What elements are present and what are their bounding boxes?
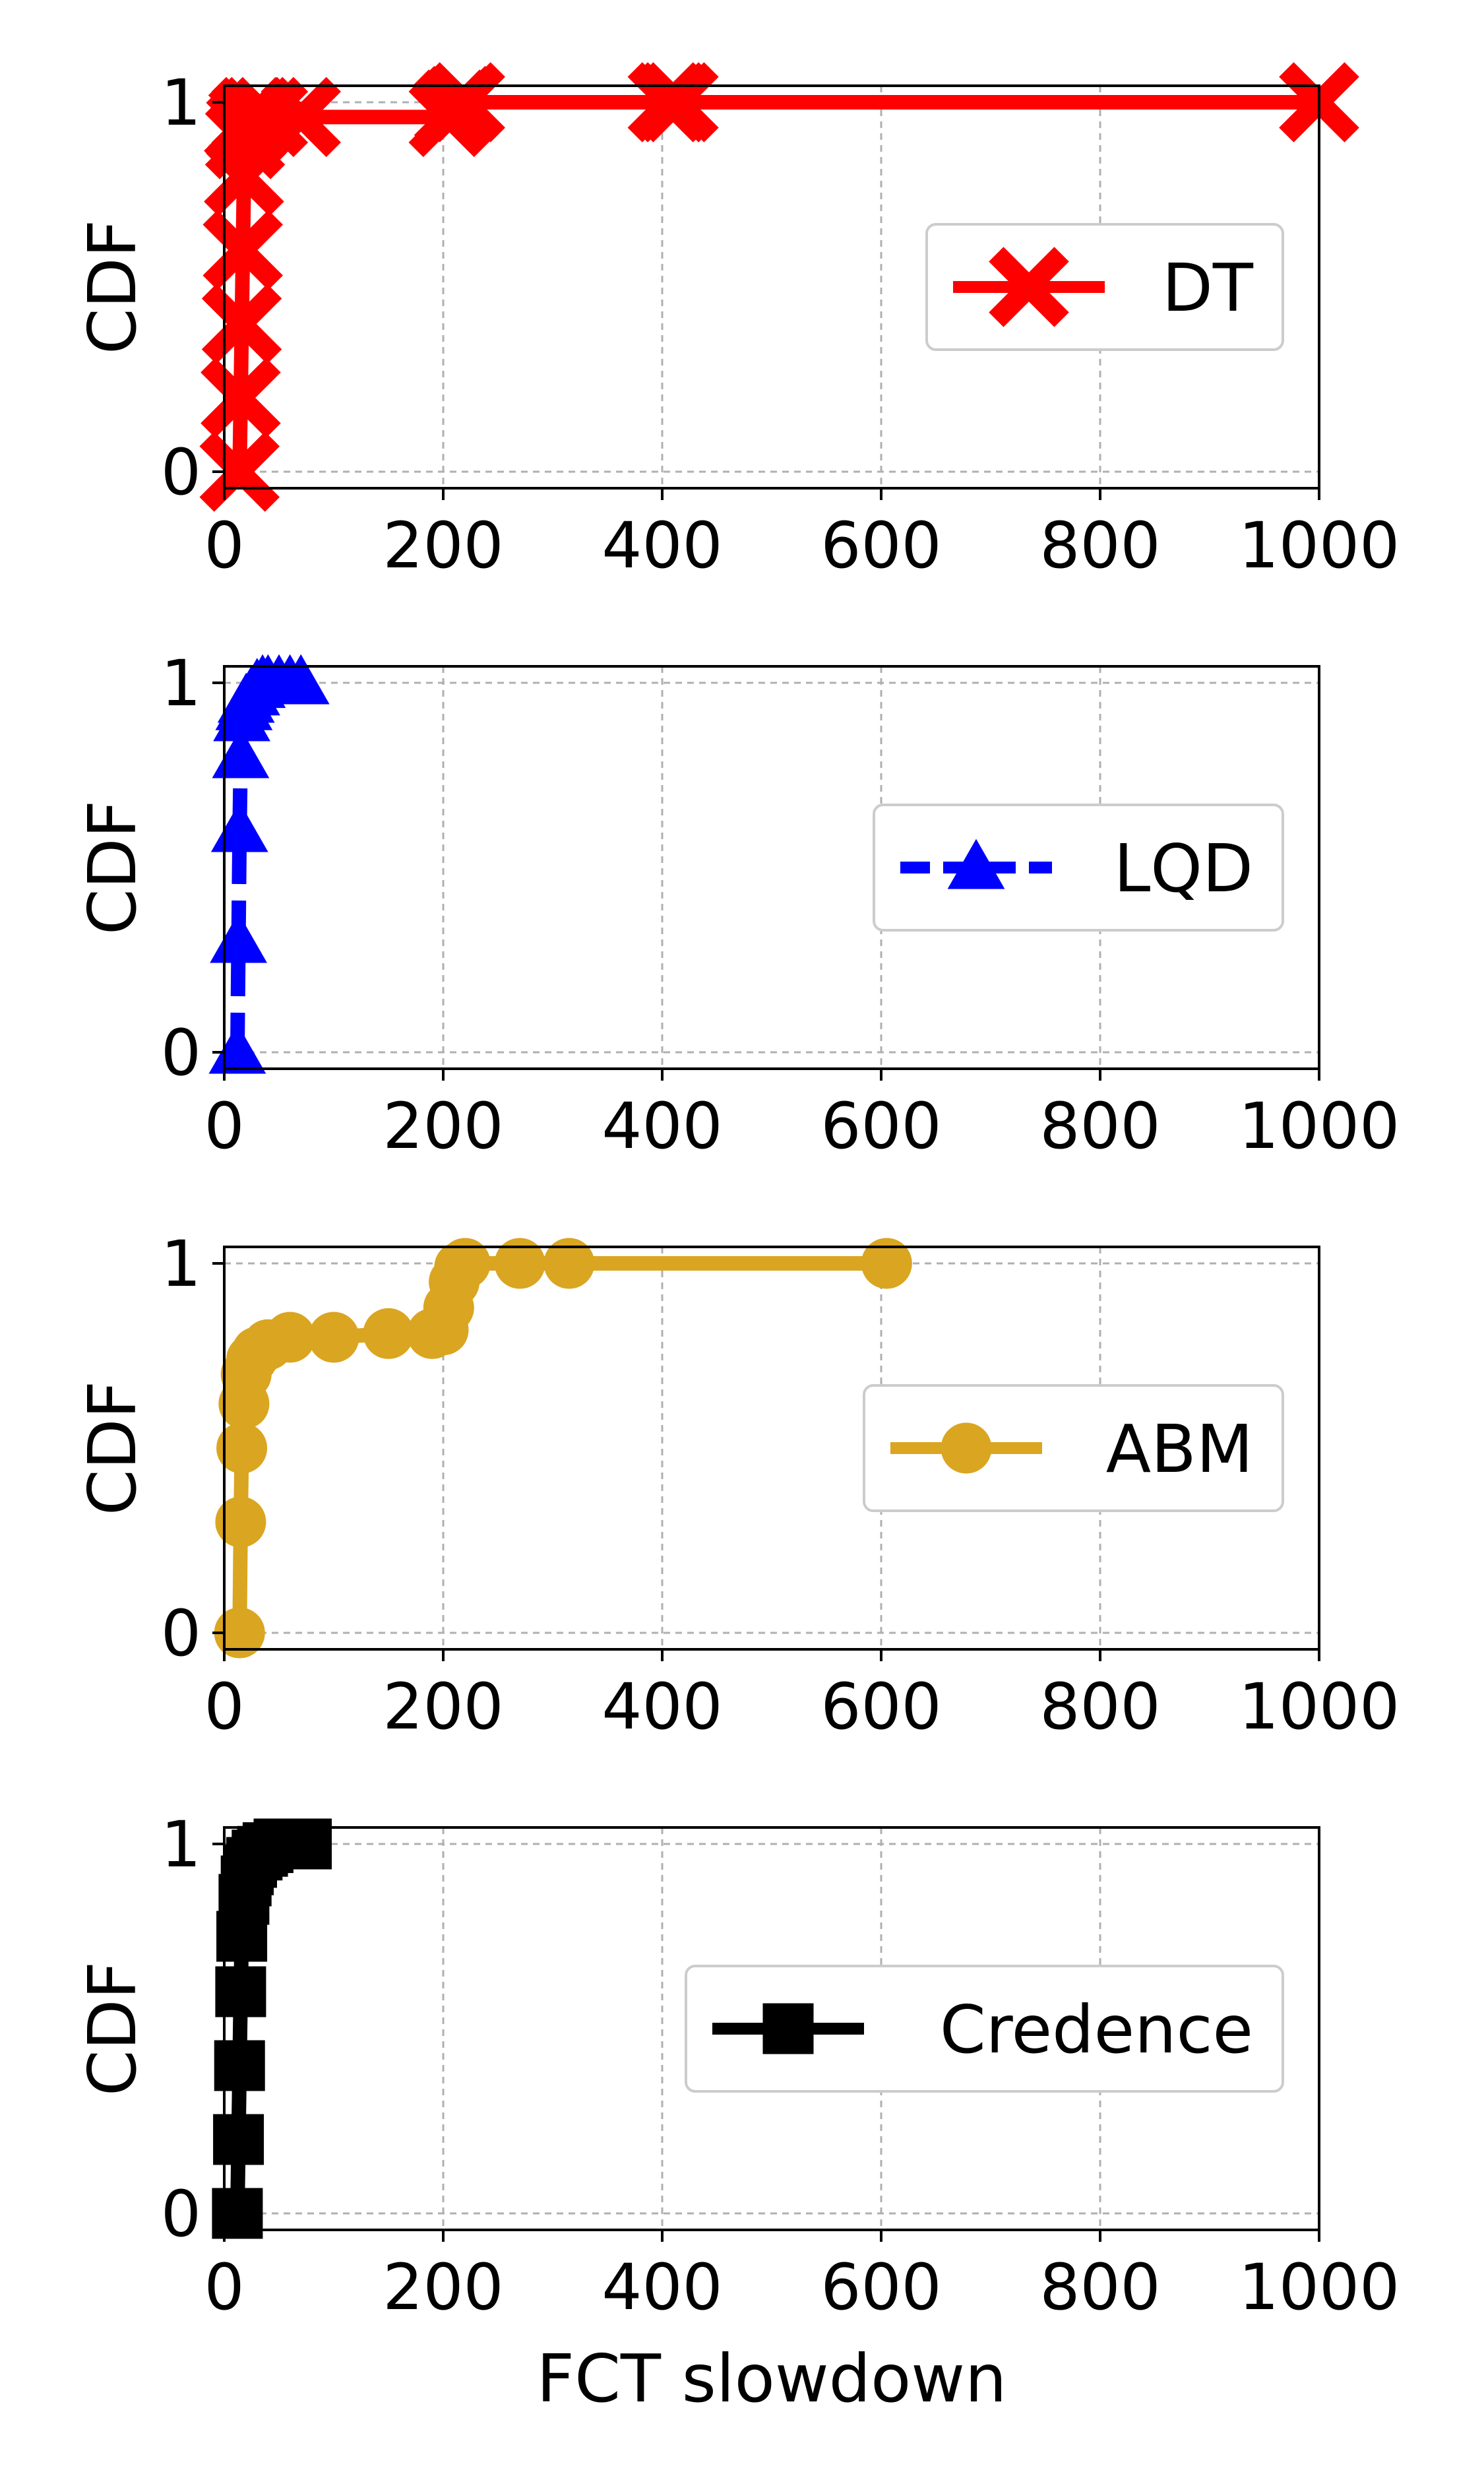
x-tick-label-2: 400	[602, 1089, 722, 1163]
legend-label-ABM: ABM	[1106, 1411, 1253, 1488]
data-point-DT-11	[261, 77, 341, 158]
legend-marker-ABM	[941, 1422, 992, 1474]
x-tick-label-5: 1000	[1239, 1670, 1400, 1744]
legend-marker-DT	[989, 247, 1069, 327]
y-tick-label-0: 0	[161, 1016, 201, 1090]
x-tick-label-0: 0	[204, 1089, 244, 1163]
data-point-ABM-19	[861, 1238, 912, 1289]
plot-frame	[223, 665, 1320, 1070]
data-point-ABM-10	[363, 1308, 414, 1359]
x-tick-label-4: 800	[1039, 1089, 1160, 1163]
legend: LQD	[873, 804, 1284, 932]
data-point-Credence-3	[215, 1966, 266, 2017]
plot-frame	[223, 1246, 1320, 1651]
data-point-Credence-2	[214, 2040, 265, 2091]
x-tick-label-5: 1000	[1239, 509, 1400, 583]
legend-marker-Credence	[762, 2003, 814, 2054]
data-point-ABM-1	[215, 1496, 266, 1548]
y-tick-label-1: 1	[161, 66, 201, 140]
x-tick-label-4: 800	[1039, 2250, 1160, 2324]
x-tick-label-3: 600	[820, 509, 941, 583]
x-tick-label-3: 600	[820, 1089, 941, 1163]
legend-box	[863, 1384, 1284, 1512]
x-tick-label-5: 1000	[1239, 2250, 1400, 2324]
x-axis-label: FCT slowdown	[537, 2340, 1007, 2417]
x-tick-label-2: 400	[602, 2250, 722, 2324]
y-tick-label-1: 1	[161, 647, 201, 720]
data-point-LQD-13	[272, 654, 330, 705]
data-point-ABM-16	[439, 1238, 491, 1289]
x-tick-label-1: 200	[383, 1670, 503, 1744]
data-point-ABM-2	[216, 1422, 268, 1474]
plot-frame	[223, 1826, 1320, 2231]
y-tick-label-1: 1	[161, 1227, 201, 1301]
x-tick-label-1: 200	[383, 1089, 503, 1163]
data-point-ABM-9	[308, 1312, 359, 1363]
data-point-DT-3	[202, 210, 283, 290]
legend: DT	[925, 223, 1284, 351]
y-axis-label: CDF	[74, 800, 151, 935]
data-point-ABM-17	[494, 1238, 545, 1289]
x-tick-label-1: 200	[383, 509, 503, 583]
legend-marker-LQD	[947, 839, 1005, 889]
data-point-LQD-3	[212, 728, 270, 778]
data-point-ABM-18	[543, 1238, 595, 1289]
legend-box	[685, 1965, 1284, 2093]
y-tick-label-0: 0	[161, 435, 201, 509]
chart-panel-3: 0 200 400 600 800 1000 0 1 CDF ABM	[74, 1227, 1400, 1744]
data-point-Credence-1	[213, 2114, 264, 2165]
y-tick-label-0: 0	[161, 1597, 201, 1670]
x-tick-label-5: 1000	[1239, 1089, 1400, 1163]
data-point-ABM-8	[264, 1312, 316, 1363]
chart-panel-4: 0 200 400 600 800 1000 0 1 CDF FCT slowdown Creden…	[74, 1808, 1400, 2417]
legend-label-LQD: LQD	[1114, 830, 1253, 907]
x-tick-label-1: 200	[383, 2250, 503, 2324]
legend-box	[873, 804, 1284, 932]
x-tick-label-4: 800	[1039, 1670, 1160, 1744]
y-axis-label: CDF	[74, 1381, 151, 1515]
x-tick-label-3: 600	[820, 2250, 941, 2324]
x-tick-label-0: 0	[204, 1670, 244, 1744]
y-axis-label: CDF	[74, 1961, 151, 2096]
legend-label-Credence: Credence	[940, 1991, 1253, 2068]
x-tick-label-2: 400	[602, 1670, 722, 1744]
y-tick-label-0: 0	[161, 2177, 201, 2251]
chart-panel-1: 0 200 400 600 800 1000 0 1 CDF DT	[74, 62, 1400, 583]
x-tick-label-0: 0	[204, 2250, 244, 2324]
plot-frame	[223, 84, 1320, 490]
data-point-LQD-1	[210, 912, 267, 963]
y-axis-label: CDF	[74, 220, 151, 354]
x-tick-label-4: 800	[1039, 509, 1160, 583]
y-tick-label-1: 1	[161, 1808, 201, 1882]
x-tick-label-2: 400	[602, 509, 722, 583]
x-tick-label-0: 0	[204, 509, 244, 583]
chart-panel-2: 0 200 400 600 800 1000 0 1 CDF LQD	[74, 647, 1400, 1163]
data-point-LQD-2	[210, 802, 268, 852]
legend: ABM	[863, 1384, 1284, 1512]
data-point-ABM-0	[214, 1607, 265, 1659]
x-tick-label-3: 600	[820, 1670, 941, 1744]
legend-label-DT: DT	[1162, 249, 1254, 327]
legend: Credence	[685, 1965, 1284, 2093]
data-point-LQD-0	[208, 1023, 266, 1074]
